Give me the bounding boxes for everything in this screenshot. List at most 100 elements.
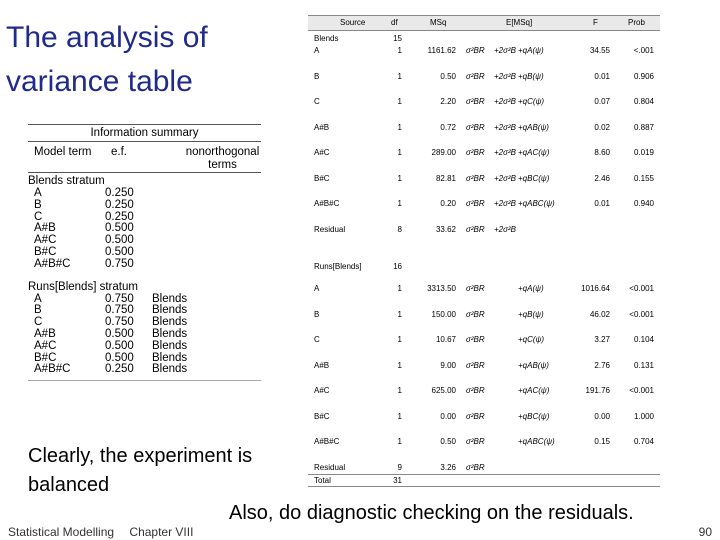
f-value: 0.01	[594, 71, 610, 81]
info-row: B 0.250	[28, 198, 261, 212]
info-header: Model term e.f. nonorthogonal terms	[28, 142, 261, 172]
efficiency-factor: 0.500	[105, 339, 134, 352]
nonorthogonal-term: Blends	[152, 351, 188, 364]
model-term: A#C	[34, 339, 57, 352]
divider	[28, 380, 261, 382]
source: A#C	[314, 148, 330, 157]
anova-row: A#B 1 9.00 σ²BR +qAB(ψ) 2.76 0.131	[308, 359, 660, 373]
ems-term: +qB(ψ)	[518, 71, 544, 81]
header-model-term: Model term	[34, 146, 92, 158]
source: B	[314, 309, 320, 319]
efficiency-factor: 0.250	[105, 198, 134, 211]
source: Residual	[314, 224, 346, 234]
ems-term: +qBC(ψ)	[518, 173, 550, 183]
anova-row: B#C 1 82.81 σ²BR +2σ²B +qBC(ψ) 2.46 0.155	[308, 172, 660, 186]
probability: 0.940	[633, 199, 654, 208]
mean-square: 82.81	[435, 173, 456, 183]
probability: 0.155	[633, 173, 654, 183]
f-value: 46.02	[589, 309, 610, 319]
f-value: 0.01	[594, 199, 610, 208]
probability: <.001	[633, 46, 654, 55]
ems-term: σ²BR	[466, 173, 485, 183]
ems-term: +qB(ψ)	[518, 309, 544, 319]
model-term: B	[34, 198, 42, 211]
f-value: 0.00	[594, 411, 610, 421]
df: 1	[397, 309, 402, 319]
divider	[28, 124, 261, 125]
mean-square: 289.00	[431, 148, 456, 157]
ems-term: +qC(ψ)	[518, 335, 545, 344]
info-row: A#C 0.500	[28, 234, 261, 247]
probability: <0.001	[629, 284, 654, 293]
ems-term: σ²BR	[466, 360, 485, 370]
anova-row: B 1 150.00 σ²BR +qB(ψ) 46.02 <0.001	[308, 308, 660, 322]
model-term: A#C	[34, 234, 57, 247]
df: 1	[397, 46, 402, 55]
stratum-label: Blends	[314, 34, 339, 43]
ems-term: σ²BR	[466, 199, 485, 208]
nonorthogonal-term: Blends	[152, 316, 188, 329]
anova-row: A#B 1 0.72 σ²BR +2σ²B +qAB(ψ) 0.02 0.887	[308, 121, 660, 135]
source: B#C	[314, 173, 330, 183]
header-ef: e.f.	[111, 146, 127, 158]
f-value: 2.76	[594, 360, 610, 370]
efficiency-factor: 0.250	[105, 187, 134, 199]
header-prob: Prob	[628, 18, 645, 27]
ems-term: σ²BR	[466, 437, 485, 446]
source: A#B#C	[314, 437, 340, 446]
stratum-df: 15	[393, 34, 402, 43]
stratum-heading: Blends stratum	[28, 175, 105, 187]
df: 9	[397, 462, 402, 472]
ems-term: +2σ²B	[494, 97, 516, 106]
mean-square: 3313.50	[427, 284, 456, 293]
probability: 1.000	[633, 411, 654, 421]
info-body: Blends stratum A 0.250 B 0.250 C 0.250 A#B 0.500…	[28, 173, 261, 376]
df: 1	[397, 199, 402, 208]
stratum-df: 16	[393, 262, 402, 271]
ems-term: +2σ²B	[494, 122, 516, 132]
probability: <0.001	[629, 386, 654, 395]
total-df: 31	[393, 476, 402, 485]
f-value: 8.60	[594, 148, 610, 157]
anova-table: Source df MSq E[MSq] F Prob Blends 15 A 1 11…	[308, 15, 660, 491]
nonorthogonal-term: Blends	[152, 304, 188, 317]
mean-square: 33.62	[435, 224, 456, 234]
ems-term: +qA(ψ)	[518, 46, 544, 55]
source: A	[314, 46, 320, 55]
efficiency-factor: 0.500	[105, 245, 134, 258]
balance-note: Clearly, the experiment is balanced	[28, 445, 253, 496]
efficiency-factor: 0.500	[105, 327, 134, 340]
stratum-label: Runs[Blends]	[314, 262, 362, 271]
f-value: 0.02	[594, 122, 610, 132]
ems-term: +2σ²B	[494, 199, 516, 208]
ems-term: +qAB(ψ)	[518, 122, 549, 132]
information-summary: Information summary Model term e.f. nono…	[28, 124, 261, 382]
source: A	[314, 284, 320, 293]
probability: 0.906	[633, 71, 654, 81]
mean-square: 0.72	[440, 122, 456, 132]
mean-square: 0.50	[440, 437, 456, 446]
model-term: A#B#C	[34, 257, 71, 270]
ems-term: +qC(ψ)	[518, 97, 545, 106]
efficiency-factor: 0.250	[105, 210, 134, 223]
info-row: A 0.750 Blends	[28, 293, 261, 306]
source: Residual	[314, 462, 346, 472]
ems-term: +2σ²B	[494, 71, 516, 81]
mean-square: 10.67	[435, 335, 456, 344]
ems-term: σ²BR	[466, 411, 485, 421]
ems-term: σ²BR	[466, 309, 485, 319]
efficiency-factor: 0.500	[105, 351, 134, 364]
nonorthogonal-term: Blends	[152, 363, 188, 376]
efficiency-factor: 0.750	[105, 304, 134, 317]
f-value: 3.27	[594, 335, 610, 344]
model-term: A#B	[34, 222, 56, 235]
ems-term: +qAB(ψ)	[518, 360, 549, 370]
mean-square: 625.00	[431, 386, 456, 395]
footer-chapter: Chapter VIII	[129, 525, 194, 539]
model-term: C	[34, 210, 43, 223]
df: 1	[397, 148, 402, 157]
footer-course: Statistical Modelling	[8, 525, 115, 539]
ems-term: +2σ²B	[494, 148, 516, 157]
probability: 0.019	[633, 148, 654, 157]
df: 1	[397, 411, 402, 421]
